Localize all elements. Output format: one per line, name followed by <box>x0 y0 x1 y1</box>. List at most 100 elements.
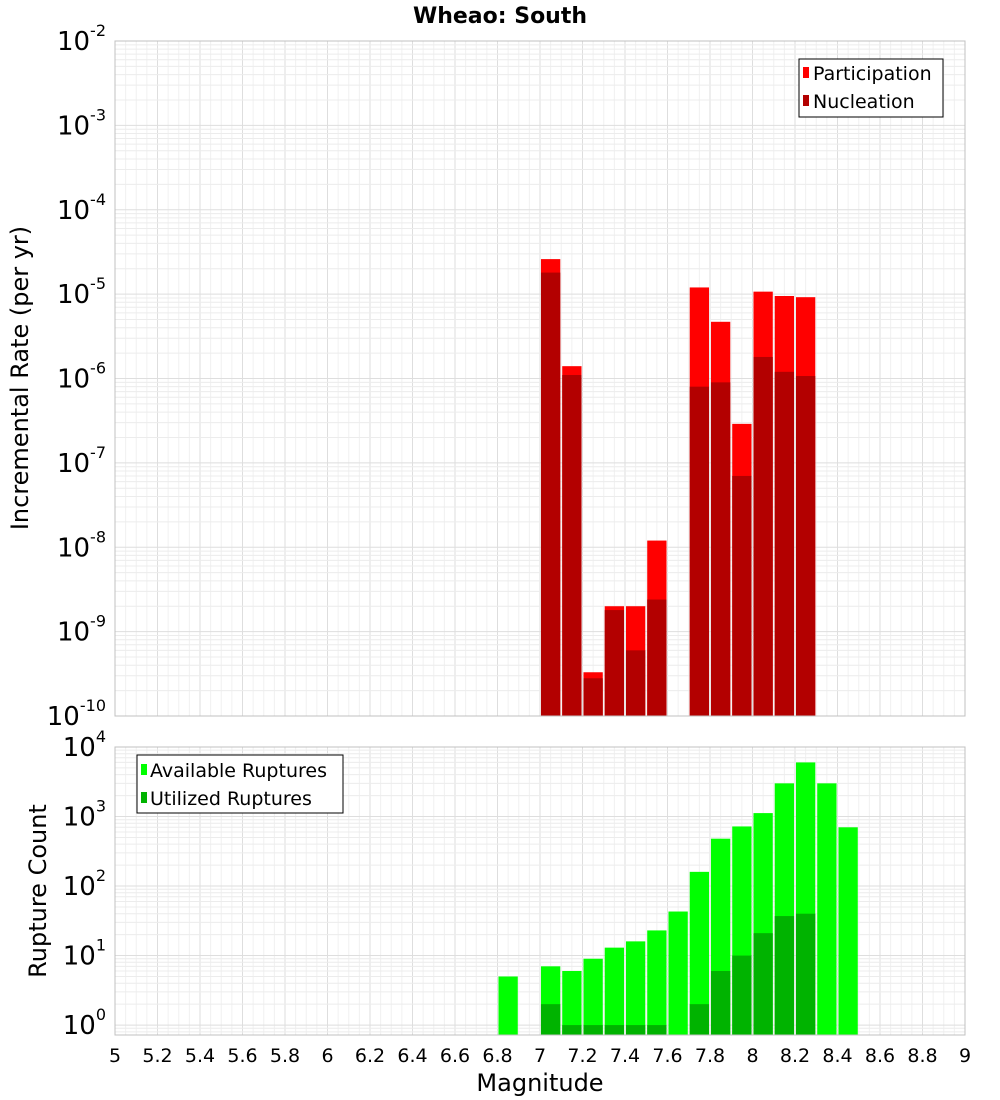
x-tick-label: 6 <box>321 1045 333 1067</box>
top-panel-frame <box>114 40 966 717</box>
y-tick-label: 101 <box>63 936 106 972</box>
y-tick-exponent: -2 <box>90 21 106 40</box>
legend-label-utilized: Utilized Ruptures <box>150 788 312 810</box>
bar-available-ruptures <box>689 871 710 1035</box>
y-tick-exponent: -10 <box>80 696 106 715</box>
y-tick-exponent: -5 <box>90 274 106 293</box>
bar-nucleation <box>540 272 561 716</box>
y-tick-exponent: 3 <box>96 797 106 816</box>
y-tick-exponent: -7 <box>90 443 106 462</box>
x-tick-label: 6.8 <box>482 1045 512 1067</box>
x-tick-label: 5.4 <box>185 1045 215 1067</box>
bar-nucleation <box>583 678 603 716</box>
y-tick-label: 10-7 <box>57 443 106 479</box>
chart-title: Wheao: South <box>413 4 587 29</box>
bar-available-ruptures <box>817 783 837 1035</box>
bar-nucleation <box>647 599 667 716</box>
bottom-panel-bars <box>498 762 858 1035</box>
x-tick-label: 6.4 <box>397 1045 427 1067</box>
x-tick-label: 7.2 <box>567 1045 597 1067</box>
bar-utilized-ruptures <box>583 1025 603 1035</box>
x-tick-label: 8 <box>746 1045 758 1067</box>
bar-nucleation <box>562 375 582 716</box>
top-panel-bars <box>540 259 816 716</box>
bar-nucleation <box>604 610 625 716</box>
legend-label-nucleation: Nucleation <box>813 91 915 113</box>
bar-available-ruptures <box>583 958 603 1035</box>
y-tick-label: 10-5 <box>57 274 106 310</box>
bar-nucleation <box>625 650 646 716</box>
bar-utilized-ruptures <box>710 970 731 1035</box>
y-tick-exponent: 1 <box>96 936 106 955</box>
bar-nucleation <box>732 475 752 716</box>
x-tick-label: 5.6 <box>227 1045 257 1067</box>
legend-swatch-nucleation <box>803 95 809 106</box>
bar-utilized-ruptures <box>562 1025 582 1035</box>
bar-nucleation <box>795 376 816 716</box>
bar-utilized-ruptures <box>647 1025 667 1035</box>
bar-utilized-ruptures <box>753 933 773 1035</box>
x-tick-label: 8.8 <box>907 1045 937 1067</box>
bar-nucleation <box>774 371 795 716</box>
y-tick-exponent: 4 <box>96 727 106 746</box>
x-tick-label: 5.2 <box>142 1045 172 1067</box>
x-axis-label: Magnitude <box>476 1069 603 1097</box>
bottom-y-axis-label: Rupture Count <box>24 804 52 978</box>
top-legend: Participation Nucleation <box>798 58 944 118</box>
bar-utilized-ruptures <box>625 1025 646 1035</box>
bar-available-ruptures <box>647 930 667 1035</box>
bar-nucleation <box>710 382 731 716</box>
bar-utilized-ruptures <box>689 1004 710 1035</box>
bar-available-ruptures <box>838 827 858 1035</box>
x-tick-label: 5.8 <box>270 1045 300 1067</box>
y-tick-exponent: -9 <box>90 612 106 631</box>
x-tick-label: 6.6 <box>440 1045 470 1067</box>
x-tick-label: 5 <box>109 1045 121 1067</box>
x-tick-label: 7.4 <box>610 1045 640 1067</box>
y-tick-label: 103 <box>63 797 106 833</box>
bar-available-ruptures <box>562 970 582 1035</box>
y-tick-label: 100 <box>63 1005 106 1041</box>
bar-utilized-ruptures <box>732 955 752 1035</box>
bottom-legend: Available Ruptures Utilized Ruptures <box>136 754 344 814</box>
y-tick-label: 10-3 <box>57 105 106 141</box>
bar-nucleation <box>753 356 773 716</box>
y-tick-labels: 10-2 10-3 10-4 10-5 10-6 10-7 10-8 1 0 -9 10-10104… <box>47 21 106 1041</box>
bar-nucleation <box>689 386 710 716</box>
bottom-legend-box <box>136 754 344 814</box>
y-tick-label: 10-6 <box>57 359 106 395</box>
bar-utilized-ruptures <box>774 916 795 1035</box>
legend-label-available: Available Ruptures <box>150 760 327 782</box>
y-tick-label: 10-2 <box>57 21 106 57</box>
y-tick-exponent: -4 <box>90 190 106 209</box>
y-tick-exponent: -6 <box>90 359 106 378</box>
top-legend-box <box>798 58 944 118</box>
y-tick-exponent: 0 <box>96 1005 106 1024</box>
top-panel-grid <box>114 41 966 717</box>
y-tick-label: 10-4 <box>57 190 106 226</box>
x-tick-label: 8.2 <box>780 1045 810 1067</box>
bar-available-ruptures <box>498 976 518 1035</box>
top-y-axis-label: Incremental Rate (per yr) <box>6 226 34 530</box>
y-tick-exponent: -8 <box>90 527 106 546</box>
bar-available-ruptures <box>668 911 688 1035</box>
x-tick-label: 8.6 <box>865 1045 895 1067</box>
y-tick-label: 10-8 <box>57 527 106 563</box>
x-tick-label: 6.2 <box>355 1045 385 1067</box>
bar-utilized-ruptures <box>795 913 816 1035</box>
x-tick-label: 7.8 <box>695 1045 725 1067</box>
x-tick-label: 9 <box>959 1045 971 1067</box>
x-tick-label: 7 <box>534 1045 546 1067</box>
y-tick-label: 10-10 <box>47 696 106 732</box>
y-tick-exponent: -3 <box>90 105 106 124</box>
x-tick-labels: 5 5.2 5.4 5.6 5.8 6 6.2 6.4 6.6 6.8 7 7.2 7.4 7.6 7.8 8… <box>109 1045 971 1067</box>
y-tick-label: 104 <box>63 727 106 763</box>
bottom-panel-frame <box>114 746 966 1036</box>
legend-swatch-available <box>141 764 147 775</box>
legend-swatch-participation <box>803 67 809 78</box>
bar-available-ruptures <box>604 947 625 1035</box>
x-tick-label: 7.6 <box>652 1045 682 1067</box>
bar-available-ruptures <box>625 941 646 1035</box>
y-tick-label: 102 <box>63 866 106 902</box>
